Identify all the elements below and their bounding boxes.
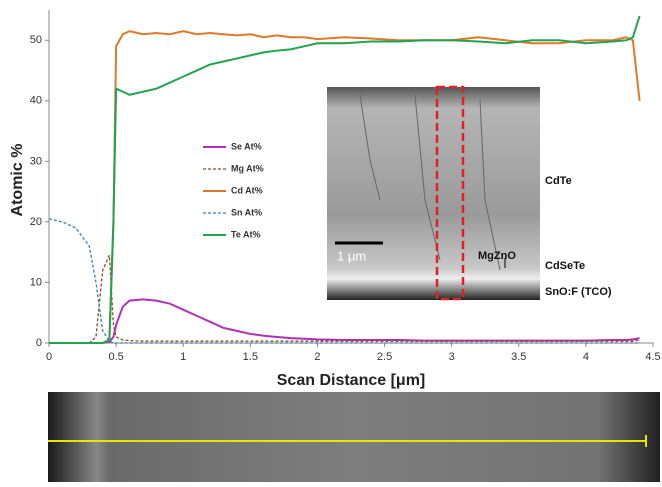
legend-label: Sn At% <box>231 207 262 217</box>
x-tick-label: 0 <box>46 351 52 363</box>
series-line <box>49 298 640 344</box>
x-tick-label: 2 <box>314 351 320 363</box>
plot: 0 10 20 30 40 50 0 0.5 1 1.5 2 2.5 3 3.5 4 4.5 <box>30 10 661 363</box>
annotation: CdTe <box>545 175 572 187</box>
x-tick-label: 3.5 <box>511 351 526 363</box>
x-tick-label: 2.5 <box>377 351 392 363</box>
annotation: SnO:F (TCO) <box>545 286 612 298</box>
x-axis-title: Scan Distance [μm] <box>277 372 426 389</box>
y-axis-title: Atomic % <box>9 144 26 217</box>
legend-label: Te At% <box>231 229 261 239</box>
x-tick-label: 3 <box>449 351 455 363</box>
legend-label: Se At% <box>231 141 262 151</box>
sem-strip <box>48 392 660 482</box>
y-tick-label: 40 <box>30 95 42 107</box>
annotation: MgZnO <box>478 250 516 262</box>
x-tick-label: 0.5 <box>108 351 123 363</box>
y-tick-label: 50 <box>30 34 42 46</box>
series-line <box>48 218 640 344</box>
legend-label: Cd At% <box>231 185 263 195</box>
annotation: CdSeTe <box>545 260 585 272</box>
sem-inset <box>327 85 540 301</box>
y-tick-label: 0 <box>36 337 42 349</box>
y-tick-label: 10 <box>30 276 42 288</box>
x-tick-label: 4 <box>583 351 589 363</box>
legend-label: Mg At% <box>231 163 264 173</box>
y-tick-label: 20 <box>30 216 42 228</box>
series-line <box>49 15 641 344</box>
x-tick-label: 1.5 <box>243 351 258 363</box>
annotation: 1 μm <box>337 248 366 263</box>
x-tick-label: 4.5 <box>645 351 660 363</box>
x-tick-label: 1 <box>180 351 186 363</box>
y-tick-label: 30 <box>30 155 42 167</box>
